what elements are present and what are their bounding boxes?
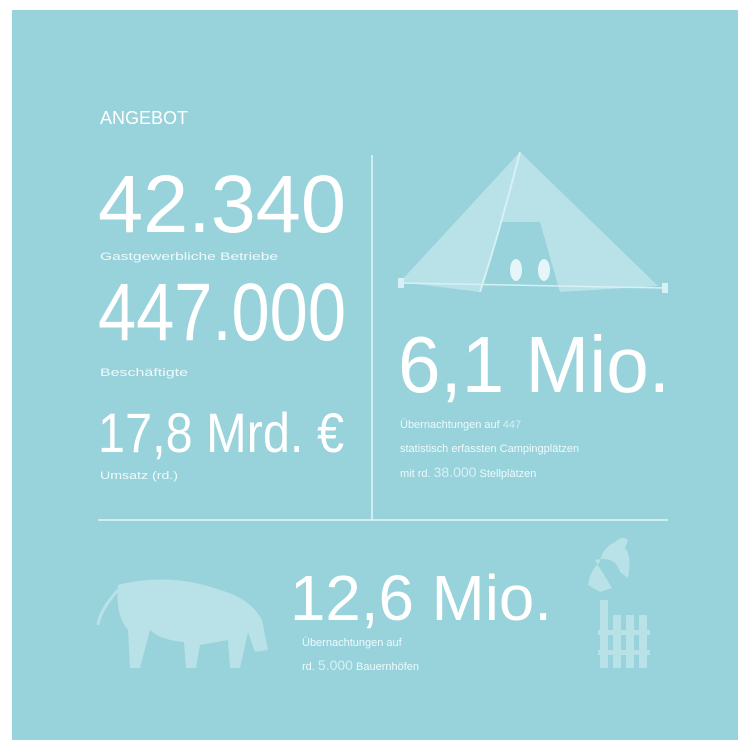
stat-value: 42.340: [98, 159, 346, 250]
rooster-fence-icon: [588, 537, 650, 668]
text: Stellplätzen: [480, 468, 537, 480]
stat-label: Beschäftigte: [100, 367, 188, 379]
camping-text: mit rd. 38.000 Stellplätzen: [400, 464, 536, 480]
stat-value: 447.000: [98, 267, 346, 358]
stat-value: 17,8 Mrd. €: [98, 401, 344, 464]
stat-label: Umsatz (rd.): [100, 470, 178, 482]
highlight: 38.000: [434, 464, 477, 480]
highlight: 447: [503, 419, 521, 431]
text: Übernachtungen auf: [400, 419, 501, 431]
cow-icon: [96, 579, 268, 668]
camping-value: 6,1 Mio.: [398, 320, 670, 409]
farm-value: 12,6 Mio.: [290, 562, 552, 634]
text: rd.: [302, 661, 315, 673]
heading: ANGEBOT: [100, 108, 188, 128]
farm-text: rd. 5.000 Bauernhöfen: [302, 657, 419, 673]
camping-text: statistisch erfassten Campingplätzen: [400, 443, 579, 455]
text: mit rd.: [400, 468, 431, 480]
text: Bauernhöfen: [356, 661, 419, 673]
highlight: 5.000: [318, 657, 353, 673]
tent-icon: [398, 151, 668, 293]
camping-text: Übernachtungen auf 447: [400, 419, 521, 431]
farm-text: Übernachtungen auf: [302, 637, 403, 649]
stat-label: Gastgewerbliche Betriebe: [100, 251, 278, 263]
